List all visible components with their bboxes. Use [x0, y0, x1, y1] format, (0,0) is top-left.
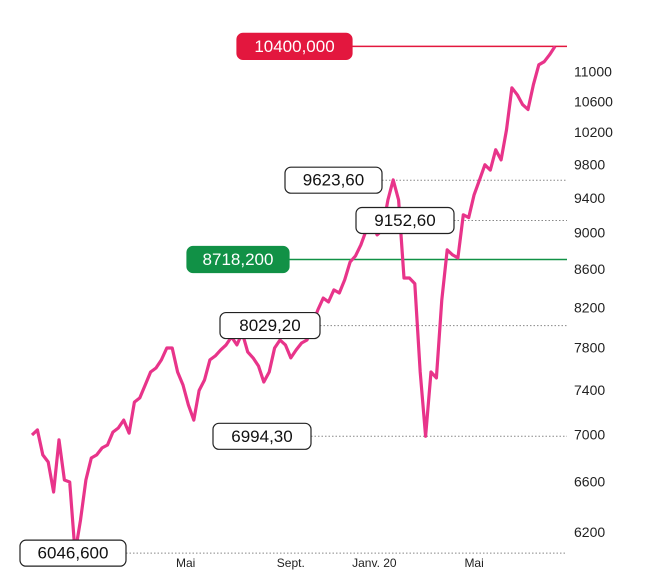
annotation-box: [19, 539, 127, 567]
y-tick-label: 6200: [574, 524, 605, 540]
annotation-label: 9152,60: [374, 211, 435, 230]
annotation-box: [355, 206, 455, 235]
y-tick-label: 10200: [574, 124, 613, 140]
annotation-box: [284, 166, 383, 194]
y-tick-label: 11000: [574, 64, 612, 80]
y-tick-label: 9800: [574, 156, 605, 172]
data-line: [30, 45, 557, 555]
annotation-label: 6994,30: [231, 427, 292, 446]
y-tick-label: 10600: [574, 93, 613, 109]
annotation-box: [212, 422, 312, 450]
y-tick-label: 7400: [574, 382, 605, 398]
annotation-box: [219, 311, 321, 340]
y-tick-label: 7000: [574, 426, 605, 442]
annotation-label: 8718,200: [203, 250, 274, 269]
y-tick-label: 9000: [574, 225, 605, 241]
annotation-tag: [236, 32, 353, 60]
y-tick-label: 8200: [574, 299, 605, 315]
y-tick-label: 7800: [574, 340, 605, 356]
x-tick-label: Sept.: [277, 556, 305, 570]
annotation-label: 10400,000: [254, 37, 334, 56]
annotation-tag: [186, 245, 290, 274]
annotation-label: 8029,20: [239, 316, 300, 335]
x-tick-label: Janv. 20: [352, 556, 397, 570]
annotation-label: 9623,60: [303, 171, 364, 190]
x-tick-label: Mai: [176, 556, 195, 570]
y-tick-label: 8600: [574, 261, 605, 277]
y-tick-label: 6600: [574, 474, 605, 490]
annotation-label: 6046,600: [38, 544, 109, 563]
x-tick-label: Mai: [464, 556, 483, 570]
y-tick-label: 9400: [574, 190, 605, 206]
